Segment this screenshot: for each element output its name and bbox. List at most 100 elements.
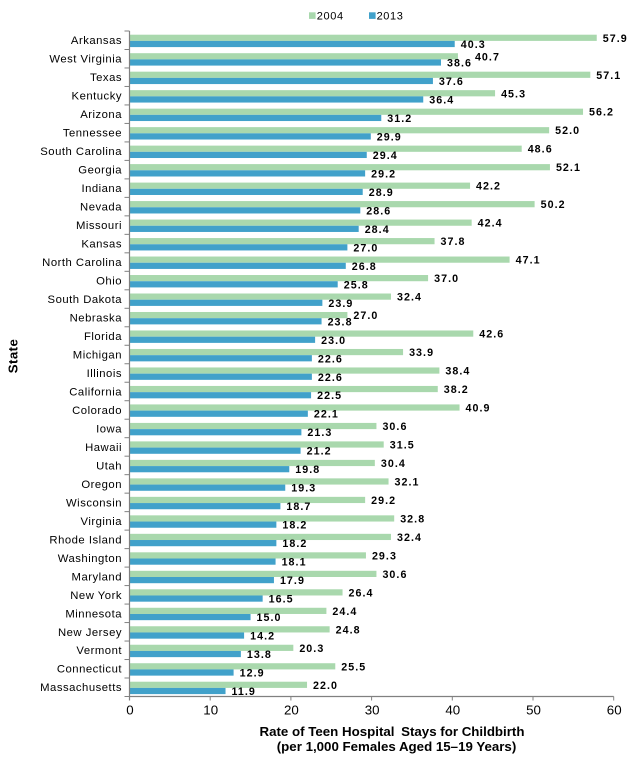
svg-text:Wisconsin: Wisconsin	[66, 497, 122, 509]
svg-text:12.9: 12.9	[240, 668, 265, 680]
svg-text:Indiana: Indiana	[81, 183, 122, 195]
svg-text:37.8: 37.8	[441, 236, 466, 248]
svg-text:20.3: 20.3	[299, 643, 324, 655]
svg-text:18.2: 18.2	[282, 520, 307, 532]
svg-text:31.2: 31.2	[387, 113, 412, 125]
svg-text:Michigan: Michigan	[73, 349, 122, 361]
svg-text:32.4: 32.4	[397, 532, 422, 544]
svg-text:Kentucky: Kentucky	[72, 91, 122, 103]
svg-text:Iowa: Iowa	[96, 423, 122, 435]
svg-text:Georgia: Georgia	[78, 165, 122, 177]
svg-text:18.7: 18.7	[286, 501, 311, 513]
svg-text:Rate of Teen Hospital Stays fo: Rate of Teen Hospital Stays for Childbir…	[260, 724, 525, 739]
svg-text:28.6: 28.6	[366, 205, 391, 217]
svg-text:Ohio: Ohio	[96, 276, 122, 288]
svg-text:13.8: 13.8	[247, 649, 272, 661]
svg-text:0: 0	[126, 702, 133, 717]
svg-text:27.0: 27.0	[353, 242, 378, 254]
svg-text:36.4: 36.4	[429, 94, 454, 106]
svg-text:Hawaii: Hawaii	[85, 442, 122, 454]
svg-text:29.9: 29.9	[377, 131, 402, 143]
svg-text:South Dakota: South Dakota	[48, 294, 123, 306]
svg-text:Texas: Texas	[90, 72, 122, 84]
svg-text:Washington: Washington	[58, 553, 122, 565]
svg-text:19.8: 19.8	[295, 464, 320, 476]
svg-text:52.1: 52.1	[556, 162, 581, 174]
svg-text:30: 30	[365, 702, 380, 717]
svg-text:11.9: 11.9	[232, 686, 256, 698]
svg-text:29.4: 29.4	[373, 150, 398, 162]
svg-text:23.8: 23.8	[328, 316, 353, 328]
svg-text:29.3: 29.3	[372, 550, 397, 562]
svg-text:29.2: 29.2	[371, 495, 396, 507]
svg-text:30.4: 30.4	[381, 458, 406, 470]
svg-text:56.2: 56.2	[589, 107, 614, 119]
svg-text:26.4: 26.4	[349, 587, 374, 599]
svg-text:38.4: 38.4	[445, 366, 470, 378]
svg-text:47.1: 47.1	[516, 255, 541, 267]
svg-text:California: California	[69, 386, 122, 398]
svg-text:57.9: 57.9	[603, 33, 628, 45]
svg-text:40.7: 40.7	[475, 51, 500, 63]
svg-text:50.2: 50.2	[541, 199, 566, 211]
svg-text:18.2: 18.2	[282, 538, 307, 550]
svg-text:28.9: 28.9	[369, 187, 394, 199]
svg-text:Colorado: Colorado	[72, 405, 122, 417]
svg-text:Florida: Florida	[84, 331, 122, 343]
svg-text:24.4: 24.4	[332, 606, 357, 618]
svg-text:42.4: 42.4	[478, 218, 503, 230]
svg-text:19.3: 19.3	[291, 483, 316, 495]
svg-text:60: 60	[607, 702, 622, 717]
svg-text:22.6: 22.6	[318, 353, 343, 365]
svg-text:Vermont: Vermont	[76, 645, 122, 657]
svg-text:2013: 2013	[377, 11, 404, 23]
svg-text:40.3: 40.3	[461, 39, 486, 51]
svg-text:22.0: 22.0	[313, 680, 338, 692]
svg-text:23.0: 23.0	[321, 335, 346, 347]
svg-text:2004: 2004	[317, 11, 344, 23]
svg-text:Virginia: Virginia	[81, 516, 123, 528]
svg-text:West Virginia: West Virginia	[49, 54, 122, 66]
svg-text:57.1: 57.1	[596, 70, 621, 82]
svg-text:14.2: 14.2	[250, 631, 275, 643]
svg-text:38.2: 38.2	[444, 384, 469, 396]
svg-text:22.6: 22.6	[318, 372, 343, 384]
svg-text:New Jersey: New Jersey	[58, 627, 122, 639]
svg-text:Rhode Island: Rhode Island	[49, 534, 122, 546]
svg-text:State: State	[6, 339, 21, 374]
svg-text:32.1: 32.1	[395, 476, 420, 488]
svg-text:Maryland: Maryland	[72, 571, 122, 583]
svg-text:32.8: 32.8	[400, 513, 425, 525]
svg-text:21.3: 21.3	[307, 427, 332, 439]
svg-text:32.4: 32.4	[397, 292, 422, 304]
svg-text:Arizona: Arizona	[80, 109, 122, 121]
svg-text:29.2: 29.2	[371, 168, 396, 180]
svg-text:37.0: 37.0	[434, 273, 459, 285]
svg-text:Minnesota: Minnesota	[65, 608, 122, 620]
svg-text:Nevada: Nevada	[80, 202, 122, 214]
svg-text:28.4: 28.4	[365, 224, 390, 236]
svg-text:21.2: 21.2	[307, 446, 332, 458]
svg-text:16.5: 16.5	[269, 594, 294, 606]
svg-text:(per 1,000 Females Aged 15–19: (per 1,000 Females Aged 15–19 Years)	[277, 739, 517, 754]
svg-text:20: 20	[284, 702, 299, 717]
svg-text:50: 50	[526, 702, 541, 717]
svg-text:23.9: 23.9	[328, 298, 353, 310]
svg-text:30.6: 30.6	[382, 569, 407, 581]
svg-text:10: 10	[203, 702, 218, 717]
svg-text:Missouri: Missouri	[76, 220, 122, 232]
svg-text:33.9: 33.9	[409, 347, 434, 359]
svg-text:38.6: 38.6	[447, 57, 472, 69]
svg-text:25.8: 25.8	[344, 279, 369, 291]
svg-text:24.8: 24.8	[336, 624, 361, 636]
svg-text:22.1: 22.1	[314, 409, 339, 421]
svg-text:25.5: 25.5	[341, 661, 366, 673]
svg-text:Connecticut: Connecticut	[57, 664, 123, 676]
svg-text:52.0: 52.0	[555, 125, 580, 137]
svg-text:Oregon: Oregon	[81, 479, 122, 491]
svg-text:26.8: 26.8	[352, 261, 377, 273]
svg-text:17.9: 17.9	[280, 575, 305, 587]
svg-text:Utah: Utah	[96, 460, 122, 472]
svg-text:31.5: 31.5	[390, 439, 415, 451]
svg-text:37.6: 37.6	[439, 76, 464, 88]
